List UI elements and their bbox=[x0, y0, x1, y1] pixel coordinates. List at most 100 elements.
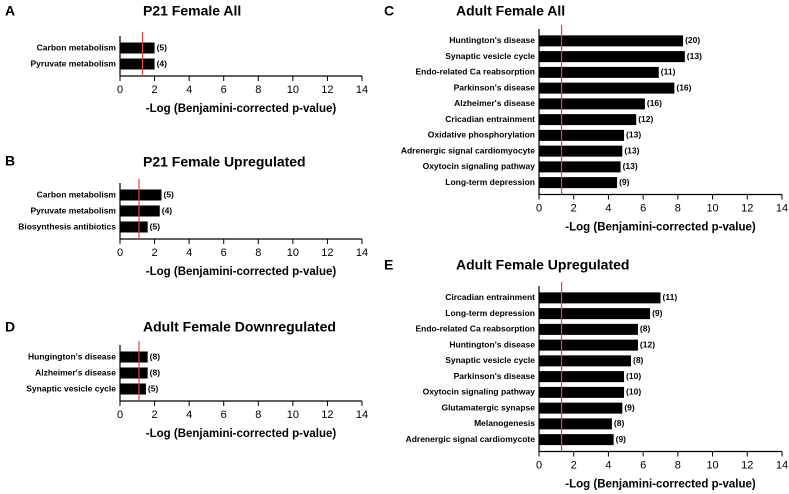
panel-d-letter: D bbox=[5, 319, 15, 335]
panel-e-count-label: (10) bbox=[626, 371, 641, 381]
panel-b-x-tick-label: 8 bbox=[255, 247, 261, 259]
panel-c-bar bbox=[539, 145, 623, 157]
panel-d-x-axis-label: -Log (Benjamini-corrected p-value) bbox=[146, 428, 337, 440]
panel-d-count-label: (8) bbox=[150, 367, 161, 377]
panel-c-x-tick-label: 8 bbox=[675, 202, 681, 214]
panel-a-x-tick-label: 10 bbox=[287, 84, 299, 96]
panel-b-bar bbox=[120, 221, 148, 233]
panel-e-category-label: Synaptic vesicle cycle bbox=[445, 355, 535, 365]
panel-c-category-label: Cricadian entrainment bbox=[445, 114, 535, 124]
panel-a-title: P21 Female All bbox=[143, 3, 241, 19]
panel-b-count-label: (5) bbox=[163, 189, 174, 199]
panel-d-x-tick-label: 8 bbox=[255, 409, 261, 421]
panel-e-count-label: (9) bbox=[624, 402, 635, 412]
panel-a-bar bbox=[120, 58, 155, 70]
panel-c-x-tick-label: 2 bbox=[571, 202, 577, 214]
panel-e-category-label: Oxytocin signaling pathway bbox=[423, 387, 536, 397]
panel-b-category-label: Pyruvate metabolism bbox=[30, 205, 116, 215]
panel-a-bar bbox=[120, 42, 155, 54]
panel-c-category-label: Endo-related Ca reabsorption bbox=[416, 67, 536, 77]
panel-b-category-label: Biosynthesis antibiotics bbox=[18, 221, 116, 231]
panel-b-x-tick-label: 4 bbox=[186, 247, 192, 259]
panel-a-count-label: (5) bbox=[157, 42, 168, 52]
panel-c-category-label: Synaptic vesicle cycle bbox=[445, 51, 535, 61]
panel-e-category-label: Parkinson's disease bbox=[454, 371, 536, 381]
panel-c-bar bbox=[539, 98, 645, 110]
panel-a-x-tick-label: 8 bbox=[255, 84, 261, 96]
panel-e-count-label: (12) bbox=[640, 339, 655, 349]
panel-e-bar bbox=[539, 402, 623, 414]
panel-b-x-tick-label: 6 bbox=[221, 247, 227, 259]
panel-c-x-tick-label: 0 bbox=[536, 202, 542, 214]
panel-c-x-tick-label: 4 bbox=[605, 202, 611, 214]
panel-c-count-label: (13) bbox=[623, 161, 638, 171]
panel-d-x-tick-label: 14 bbox=[356, 409, 368, 421]
panel-e-x-tick-label: 6 bbox=[640, 459, 646, 471]
panel-c-bar bbox=[539, 114, 637, 126]
panel-e-x-tick-label: 14 bbox=[776, 459, 788, 471]
panel-c-count-label: (13) bbox=[687, 51, 702, 61]
panel-d-x-tick-label: 6 bbox=[221, 409, 227, 421]
panel-c-x-tick-label: 6 bbox=[640, 202, 646, 214]
panel-e-bar bbox=[539, 371, 625, 383]
panel-d-x-tick-label: 2 bbox=[152, 409, 158, 421]
panel-e-count-label: (9) bbox=[652, 308, 663, 318]
panel-a-x-tick-label: 4 bbox=[186, 84, 192, 96]
panel-c-category-label: Long-term depression bbox=[445, 177, 535, 187]
panel-e-bar bbox=[539, 418, 612, 430]
panel-e-x-tick-label: 12 bbox=[741, 459, 753, 471]
panel-b-x-tick-label: 10 bbox=[287, 247, 299, 259]
panel-e-bar bbox=[539, 339, 638, 351]
panel-b-x-tick-label: 2 bbox=[152, 247, 158, 259]
panel-a-x-axis-label: -Log (Benjamini-corrected p-value) bbox=[146, 103, 337, 115]
panel-e-bar bbox=[539, 292, 661, 304]
panel-c-bar bbox=[539, 66, 659, 78]
panel-e-category-label: Endo-related Ca reabsorption bbox=[416, 324, 536, 334]
panel-e-x-axis-label: -Log (Benjamini-corrected p-value) bbox=[565, 479, 756, 491]
panel-e-category-label: Adrenergic signal cardiomycote bbox=[406, 434, 536, 444]
panel-e-bar bbox=[539, 386, 625, 398]
panel-c-x-tick-label: 10 bbox=[706, 202, 718, 214]
panel-a-x-tick-label: 14 bbox=[356, 84, 368, 96]
panel-c-category-label: Parkinson's disease bbox=[454, 82, 536, 92]
panel-b-x-tick-label: 0 bbox=[117, 247, 123, 259]
panel-a-x-tick-label: 0 bbox=[117, 84, 123, 96]
panel-c-count-label: (16) bbox=[647, 98, 662, 108]
panel-c-x-tick-label: 12 bbox=[741, 202, 753, 214]
panel-c-category-label: Oxidative phosphorylation bbox=[428, 130, 535, 140]
panel-b-count-label: (5) bbox=[150, 221, 161, 231]
panel-e-bar bbox=[539, 308, 651, 320]
panel-b-x-axis-label: -Log (Benjamini-corrected p-value) bbox=[146, 266, 337, 278]
panel-e-x-tick-label: 0 bbox=[536, 459, 542, 471]
panel-d-bar bbox=[120, 367, 148, 379]
panel-b-letter: B bbox=[5, 153, 15, 169]
panel-e-category-label: Circadian entrainment bbox=[445, 292, 535, 302]
panel-b-x-tick-label: 12 bbox=[321, 247, 333, 259]
panel-e-bar bbox=[539, 434, 614, 446]
panel-d-category-label: Synaptic vesicle cycle bbox=[26, 383, 116, 393]
panel-d-x-tick-label: 12 bbox=[321, 409, 333, 421]
panel-c-count-label: (16) bbox=[676, 82, 691, 92]
panel-d-category-label: Hungington's disease bbox=[28, 351, 116, 361]
panel-c-bar bbox=[539, 35, 684, 47]
panel-c-x-tick-label: 14 bbox=[776, 202, 788, 214]
panel-c-count-label: (9) bbox=[619, 177, 630, 187]
panel-e-x-tick-label: 10 bbox=[706, 459, 718, 471]
panel-a-category-label: Pyruvate metabolism bbox=[30, 58, 116, 68]
panel-c-category-label: Alzheimer's disease bbox=[454, 98, 535, 108]
panel-e-x-tick-label: 8 bbox=[675, 459, 681, 471]
panel-e-bar bbox=[539, 323, 638, 335]
panel-a-category-label: Carbon metabolism bbox=[37, 42, 117, 52]
panel-d-bar bbox=[120, 351, 148, 363]
panel-b-count-label: (4) bbox=[162, 205, 173, 215]
panel-c-category-label: Adrenergic signal cardiomyocyte bbox=[401, 145, 535, 155]
panel-e-category-label: Long-term depression bbox=[445, 308, 535, 318]
panel-c-count-label: (13) bbox=[624, 145, 639, 155]
panel-a-x-tick-label: 2 bbox=[152, 84, 158, 96]
panel-a-x-tick-label: 12 bbox=[321, 84, 333, 96]
panel-e-count-label: (8) bbox=[633, 355, 644, 365]
panel-a-letter: A bbox=[5, 3, 15, 19]
panel-b-bar bbox=[120, 205, 160, 217]
panel-c-category-label: Huntington's disease bbox=[449, 35, 535, 45]
